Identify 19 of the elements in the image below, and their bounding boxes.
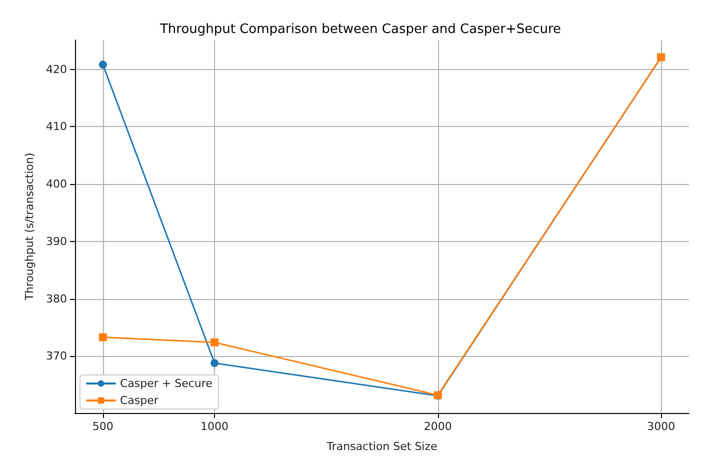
x-tick-label: 500 [92,420,114,433]
point [98,60,107,69]
y-tick-label: 410 [46,120,67,134]
point [210,359,219,368]
x-tick-label: 2000 [424,420,452,433]
x-tick-label: 3000 [647,420,676,433]
y-tick-label: 380 [46,292,67,306]
legend-label: Casper + Secure [120,377,213,390]
y-tick-label: 420 [46,62,67,76]
x-axis-title: Transaction Set Size [326,440,438,453]
x-tick-label: 1000 [200,420,229,433]
point [210,338,219,346]
y-tick-label: 400 [46,178,67,191]
y-tick-label: 370 [46,350,67,363]
point [98,333,107,342]
chart-title: Throughput Comparison between Casper and Casper+Secure [158,22,562,37]
y-tick-label: 390 [46,234,67,248]
y-axis-title: Throughput (s/transaction) [23,152,36,302]
legend-label: Casper [120,394,159,407]
